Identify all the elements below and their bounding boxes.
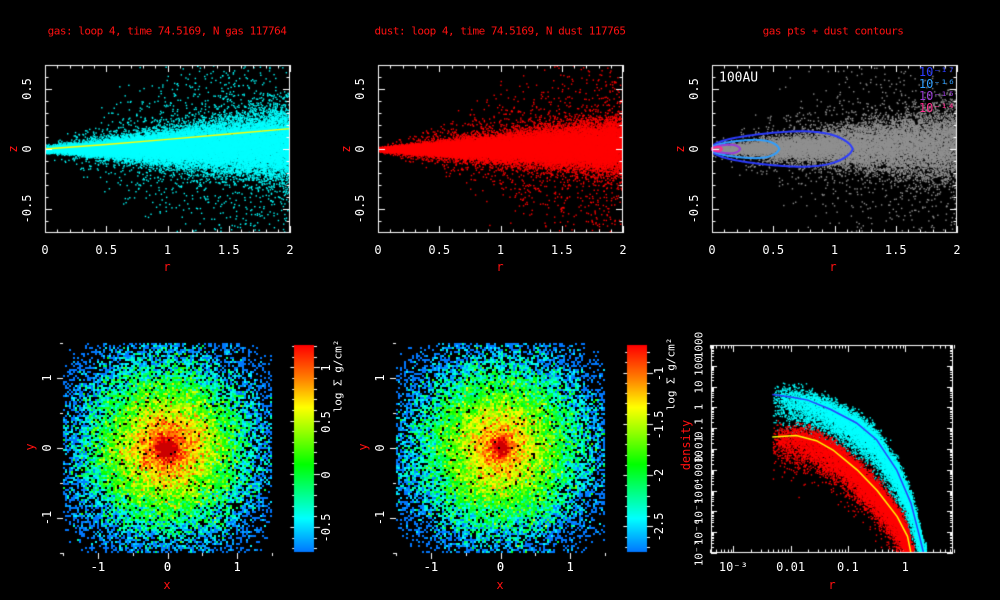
x-tick-label: 1.5 — [217, 243, 240, 257]
y-tick-label: 0.5 — [20, 78, 34, 100]
x-tick-label: -1 — [423, 560, 439, 574]
dust-panel-xlabel: r — [496, 260, 504, 274]
gas-colorbar-label: log Σ g/cm² — [331, 339, 345, 413]
dust-panel-title: dust: loop 4, time 74.5169, N dust 11776… — [374, 24, 626, 38]
x-tick-label: 2 — [953, 243, 961, 257]
x-tick-label: 10⁻³ — [718, 560, 748, 574]
x-tick-label: 0 — [496, 560, 505, 574]
gas-map-xlabel: x — [163, 578, 171, 592]
gas-panel-xlabel: r — [163, 260, 171, 274]
dust-map-ylabel: y — [356, 443, 370, 451]
legend-entry-10⁻¹⁵: 10⁻¹⁵ — [918, 89, 955, 103]
colorbar-tick-label: 1 — [319, 363, 333, 372]
colorbar-tick-label: -2.5 — [652, 512, 666, 541]
y-tick-label: 0 — [20, 145, 34, 153]
x-tick-label: 1 — [233, 560, 241, 574]
y-tick-label: 0 — [353, 145, 367, 153]
x-tick-label: 0.01 — [776, 560, 806, 574]
gas-map-ylabel: y — [23, 443, 37, 451]
scale-annotation: 100AU — [719, 70, 759, 86]
legend-entry-10⁻¹⁷: 10⁻¹⁷ — [918, 65, 955, 79]
y-tick-label: 0.5 — [353, 78, 367, 100]
contour-legend: 10⁻¹⁷ 10⁻¹⁶ 10⁻¹⁵ 10⁻¹⁴ — [919, 66, 955, 114]
dust-colorbar-label: log Σ g/cm² — [664, 337, 678, 411]
x-tick-label: 0.5 — [762, 243, 785, 257]
x-tick-label: -1 — [423, 560, 439, 574]
y-tick-label: 0 — [687, 145, 701, 153]
legend-entry-10⁻¹⁴: 10⁻¹⁴ — [918, 101, 955, 115]
profile-panel-ylabel: density — [679, 419, 693, 471]
x-tick-label: 0 — [374, 243, 382, 257]
contour-panel-ylabel: z — [673, 145, 687, 153]
y-tick-label: 1000 — [692, 331, 706, 359]
x-tick-label: 1 — [496, 243, 505, 257]
y-tick-label: 1 — [692, 404, 706, 411]
contour-panel-xlabel: r — [829, 260, 837, 274]
x-tick-label: 1 — [163, 243, 172, 257]
profile-panel-xlabel: r — [828, 578, 836, 592]
y-tick-label: 1 — [373, 374, 387, 382]
y-tick-label: 10 — [692, 379, 706, 394]
x-tick-label: 1 — [830, 243, 839, 257]
colorbar-tick-label: -0.5 — [319, 513, 333, 542]
contour-panel-title: gas pts + dust contours — [762, 24, 904, 38]
dust-map-xlabel: x — [496, 578, 504, 592]
gas-panel-title: gas: loop 4, time 74.5169, N gas 117764 — [47, 24, 287, 38]
dust-panel-ylabel: z — [339, 145, 353, 153]
y-tick-label: 1 — [40, 374, 54, 382]
x-tick-label: 1.5 — [550, 243, 573, 257]
colorbar-tick-label: 0.5 — [319, 410, 333, 433]
gas-panel-ylabel: z — [6, 145, 20, 153]
y-tick-label: -0.5 — [353, 194, 367, 224]
x-tick-label: 0.5 — [95, 243, 118, 257]
y-tick-label: 0 — [373, 444, 387, 452]
x-tick-label: 2 — [619, 243, 627, 257]
x-tick-label: 0 — [708, 243, 716, 257]
x-tick-label: 0 — [496, 560, 505, 574]
y-tick-label: -1 — [373, 510, 387, 526]
y-tick-label: 0 — [40, 444, 54, 452]
colorbar-tick-label: -1.5 — [652, 410, 666, 439]
x-tick-label: 2 — [286, 243, 294, 257]
x-tick-label: -1 — [90, 560, 106, 574]
x-tick-label: 0 — [163, 560, 172, 574]
colorbar-tick-label: -1 — [652, 366, 666, 381]
x-tick-label: 1.5 — [884, 243, 907, 257]
x-tick-label: 0.5 — [428, 243, 451, 257]
legend-entry-10⁻¹⁶: 10⁻¹⁶ — [918, 77, 955, 91]
y-tick-label: -0.5 — [20, 194, 34, 224]
colorbar-tick-label: -2 — [652, 468, 666, 483]
colorbar-tick-label: 0 — [319, 470, 333, 479]
y-tick-label: -0.5 — [687, 194, 701, 224]
x-tick-label: 0 — [41, 243, 49, 257]
x-tick-label: 1 — [566, 560, 574, 574]
y-tick-label: -1 — [40, 510, 54, 526]
x-tick-label: 1 — [566, 560, 574, 574]
x-tick-label: 0 — [163, 560, 172, 574]
x-tick-label: 1 — [901, 560, 909, 574]
x-tick-label: 0.1 — [837, 560, 859, 574]
x-tick-label: 1 — [233, 560, 241, 574]
y-tick-label: 0.5 — [687, 78, 701, 100]
y-tick-label: 10⁻⁷ — [692, 539, 706, 567]
x-tick-label: -1 — [90, 560, 106, 574]
y-tick-label: 100 — [692, 355, 706, 376]
